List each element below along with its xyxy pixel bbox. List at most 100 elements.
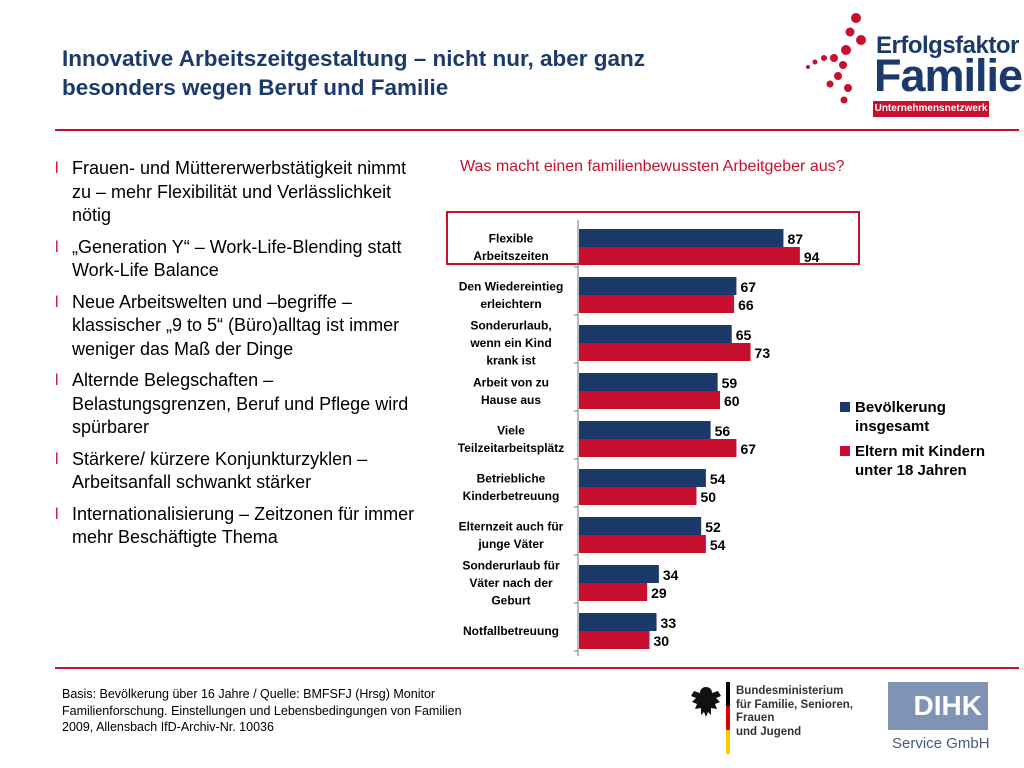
category-label: erleichtern [480, 297, 541, 311]
bar [579, 439, 737, 457]
chart-legend: Bevölkerung insgesamt Eltern mit Kindern … [840, 398, 1024, 486]
category-label: Den Wiedereintieg [459, 279, 564, 293]
bullet-marker: l [55, 505, 59, 523]
legend-text: Eltern mit Kindern unter 18 Jahren [855, 443, 986, 479]
category-label: Viele [497, 423, 525, 437]
logo-dots-icon [806, 13, 866, 104]
category-label: Elternzeit auch für [459, 519, 564, 533]
category-label: wenn ein Kind [469, 336, 551, 350]
bullet-item: l Neue Arbeitswelten und –begriffe – klas… [55, 291, 415, 362]
bar [579, 613, 657, 631]
ministry-name: Bundesministerium für Familie, Senioren,… [736, 685, 888, 739]
top-divider [55, 129, 1019, 131]
flag-bar [726, 682, 730, 754]
bar [579, 373, 718, 391]
dihk-logo: DIHK Service GmbH [888, 682, 992, 752]
bar [579, 229, 784, 247]
bar [579, 565, 659, 583]
data-label: 65 [736, 327, 752, 343]
data-label: 59 [722, 375, 738, 391]
legend-text: Bevölkerung insgesamt [855, 399, 946, 435]
dihk-sub: Service GmbH [892, 735, 990, 752]
category-label: Väter nach der [469, 576, 553, 590]
legend-item: Eltern mit Kindern unter 18 Jahren [840, 442, 1024, 480]
bar [579, 469, 706, 487]
bullet-text: Neue Arbeitswelten und –begriffe – klass… [72, 291, 400, 359]
data-label: 67 [740, 279, 756, 295]
bullet-text: Frauen- und Müttererwerbstätigkeit nimmt… [72, 158, 407, 225]
bar [579, 343, 751, 361]
data-label: 94 [804, 249, 820, 265]
bullet-item: l Frauen- und Müttererwerbstätigkeit nimm… [55, 157, 415, 228]
bullet-item: l „Generation Y“ – Work-Life-Blending sta… [55, 236, 415, 283]
bullet-marker: l [55, 450, 59, 468]
bullet-text: Alternde Belegschaften – Belastungsgrenz… [72, 370, 409, 437]
category-label: Teilzeitarbeitsplätz [458, 441, 564, 455]
category-label: krank ist [486, 354, 535, 368]
bullet-item: l Stärkere/ kürzere Konjunkturzyklen –Arb… [55, 448, 415, 495]
category-label: Geburt [491, 594, 530, 608]
data-label: 87 [787, 231, 803, 247]
bottom-divider [55, 667, 1019, 669]
ministry-line: Bundesministerium [736, 685, 844, 697]
logo-line1: Erfolgsfaktor [876, 32, 1019, 59]
bullet-list: l Frauen- und Müttererwerbstätigkeit nimm… [55, 157, 415, 558]
bullet-item: l Alternde Belegschaften – Belastungsgren… [55, 369, 415, 440]
bar [579, 295, 735, 313]
data-label: 50 [701, 489, 717, 505]
category-label: Sonderurlaub, [470, 319, 551, 333]
data-label: 52 [705, 519, 721, 535]
chart-title: Was macht einen familienbewussten Arbeit… [460, 158, 845, 175]
bar [579, 631, 650, 649]
footnote: Basis: Bevölkerung über 16 Jahre / Quell… [62, 687, 462, 734]
dihk-name: DIHK [888, 682, 988, 730]
ministry-line: und Jugend [736, 725, 802, 738]
category-label: Betriebliche [477, 471, 546, 485]
data-label: 33 [661, 615, 677, 631]
bar [579, 247, 800, 265]
category-label: junge Väter [477, 537, 544, 551]
data-label: 67 [740, 441, 756, 457]
page-title: Innovative Arbeitszeitgestaltung – nicht… [62, 46, 646, 100]
bullet-marker: l [55, 372, 59, 389]
category-label: Flexible [489, 231, 534, 245]
bar [579, 535, 706, 553]
logo-line3: Unternehmensnetzwerk [873, 101, 989, 117]
ministry-logo: Bundesministerium für Familie, Senioren,… [688, 682, 888, 754]
bar [579, 517, 702, 535]
legend-swatch [840, 446, 850, 456]
legend-item: Bevölkerung insgesamt [840, 398, 1024, 436]
erfolgsfaktor-familie-logo: Erfolgsfaktor Familie Unternehmensnetzwe… [800, 8, 1023, 118]
data-label: 34 [663, 567, 679, 583]
category-label: Notfallbetreuung [463, 624, 559, 638]
bar [579, 325, 732, 343]
data-label: 54 [710, 471, 726, 487]
category-label: Kinderbetreuung [463, 489, 560, 503]
data-label: 54 [710, 537, 726, 553]
eagle-icon [691, 687, 721, 717]
data-label: 66 [738, 297, 754, 313]
bullet-marker: l [55, 238, 59, 256]
bar [579, 583, 648, 601]
data-label: 73 [755, 345, 771, 361]
legend-swatch [840, 402, 850, 412]
data-label: 30 [654, 633, 670, 649]
category-label: Hause aus [481, 393, 541, 407]
bullet-marker: l [55, 293, 59, 311]
bullet-text: Internationalisierung – Zeitzonen für im… [72, 503, 415, 548]
category-label: Arbeitszeiten [473, 249, 548, 263]
bullet-item: l Internationalisierung – Zeitzonen für i… [55, 503, 415, 550]
bar [579, 277, 737, 295]
bar [579, 391, 720, 409]
data-label: 29 [651, 585, 667, 601]
ministry-line: für Familie, Senioren, Frauen [736, 698, 853, 725]
bullet-text: Stärkere/ kürzere Konjunkturzyklen –Arbe… [72, 448, 368, 493]
category-label: Arbeit von zu [473, 375, 549, 389]
data-label: 56 [715, 423, 731, 439]
bar [579, 421, 711, 439]
bullet-marker: l [55, 160, 59, 177]
bullet-text: „Generation Y“ – Work-Life-Blending stat… [72, 236, 402, 281]
data-label: 60 [724, 393, 740, 409]
bar [579, 487, 697, 505]
